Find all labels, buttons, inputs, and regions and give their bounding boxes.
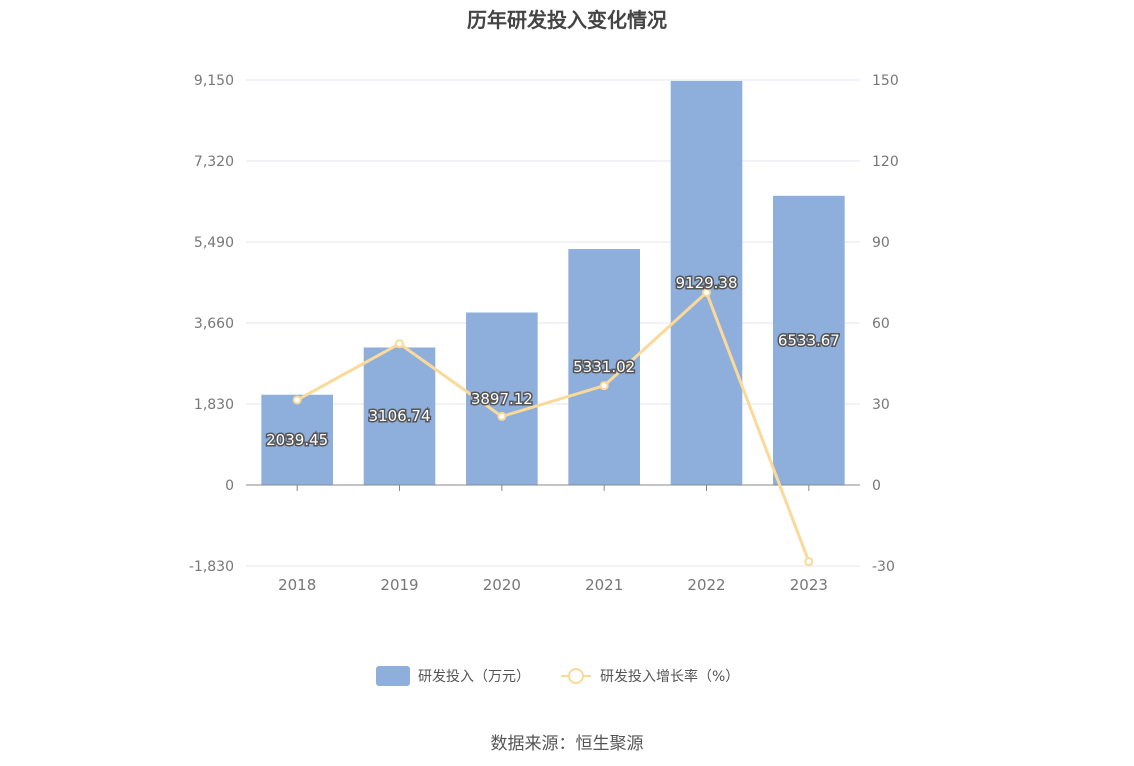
x-tick-label: 2020 [483, 576, 521, 594]
bar-value-label: 5331.02 [573, 358, 635, 376]
bar [261, 394, 333, 485]
y-right-tick-label: 0 [872, 478, 881, 494]
y-left-tick-label: -1,830 [189, 559, 234, 575]
x-tick-label: 2021 [585, 576, 623, 594]
chart: -1,830 0 1,830 3,660 5,490 7,320 9,150 -30 0 30 6… [189, 73, 899, 686]
x-axis: 2018 2019 2020 2021 2022 2023 [246, 484, 860, 594]
bar-value-label: 3897.12 [471, 390, 533, 408]
y-right-tick-label: -30 [872, 559, 895, 575]
legend-line-label: 研发投入增长率（%） [600, 668, 739, 685]
line-series [292, 287, 814, 567]
legend: 研发投入（万元） 研发投入增长率（%） [376, 666, 739, 686]
bar-series [261, 80, 845, 486]
y-left-tick-label: 5,490 [194, 235, 234, 251]
bar-value-label: 3106.74 [368, 407, 430, 425]
y-left-tick-label: 9,150 [194, 73, 234, 89]
y-right-tick-label: 120 [872, 154, 899, 170]
line-point [804, 557, 814, 567]
line-point [702, 287, 711, 297]
legend-line-marker [568, 668, 584, 684]
data-source: 数据来源：恒生聚源 [490, 734, 644, 754]
y-left-tick-label: 1,830 [194, 397, 234, 413]
y-left-tick-label: 7,320 [194, 154, 234, 170]
x-tick-label: 2023 [790, 576, 828, 594]
bar [670, 80, 743, 485]
grid-lines [246, 79, 860, 567]
right-y-axis: -30 0 30 60 90 120 150 [872, 73, 899, 575]
left-y-axis: -1,830 0 1,830 3,660 5,490 7,320 9,150 [189, 73, 234, 575]
line-point [497, 411, 507, 421]
y-left-tick-label: 0 [225, 478, 234, 494]
bar [363, 347, 436, 485]
chart-title: 历年研发投入变化情况 [467, 8, 667, 32]
y-left-tick-label: 3,660 [194, 316, 234, 332]
x-tick-label: 2018 [278, 576, 316, 594]
line-point [599, 381, 609, 391]
x-tick-label: 2022 [687, 576, 725, 594]
legend-bar-label: 研发投入（万元） [418, 669, 530, 685]
y-right-tick-label: 90 [872, 235, 890, 251]
bar [773, 195, 845, 486]
bar-value-label: 6533.67 [778, 331, 840, 349]
x-tick-label: 2019 [380, 576, 418, 594]
bar [568, 249, 640, 485]
line-point [395, 339, 404, 349]
y-right-tick-label: 60 [872, 316, 890, 332]
growth-rate-line [296, 289, 811, 563]
y-right-tick-label: 150 [872, 73, 899, 89]
y-right-tick-label: 30 [872, 397, 890, 413]
legend-bar-swatch [376, 666, 410, 686]
line-point [292, 395, 302, 405]
bar-value-label: 9129.38 [675, 274, 737, 292]
bar-value-label: 2039.45 [266, 431, 328, 449]
data-labels: 2039.45 3106.74 3897.12 5331.02 9129.38 6533.… [265, 272, 842, 450]
